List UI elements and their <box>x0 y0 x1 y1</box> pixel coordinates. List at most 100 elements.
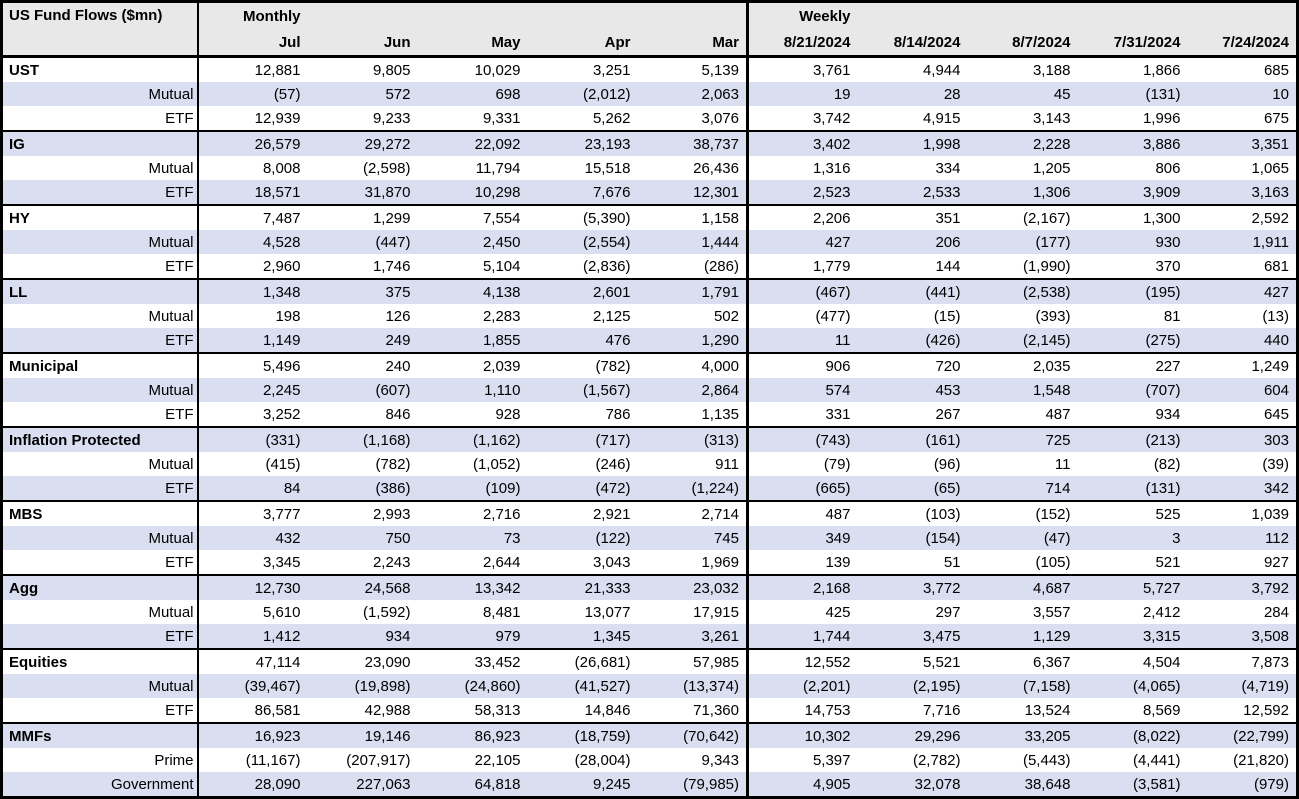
value-cell: (22,799) <box>1187 722 1298 748</box>
group-row-ust: UST 12,881 9,805 10,029 3,251 5,139 3,761 4,944… <box>1 55 1298 82</box>
value-cell: 1,316 <box>746 156 858 180</box>
value-cell: (103) <box>857 500 968 526</box>
value-cell: 425 <box>746 600 858 624</box>
value-cell: (782) <box>527 352 638 378</box>
value-cell: (1,162) <box>417 426 528 452</box>
sub-row-agg-mutual: Mutual 5,610 (1,592) 8,481 13,077 17,915 425 29… <box>1 600 1298 624</box>
value-cell: 12,592 <box>1243 701 1289 719</box>
value-cell: (1,567) <box>527 378 638 402</box>
value-cell: 14,753 <box>746 698 858 723</box>
value-cell: 29,296 <box>857 722 968 748</box>
value-cell: 3,508 <box>1187 624 1298 649</box>
value-cell: 86,581 <box>254 701 301 719</box>
value-cell: 1,149 <box>197 328 308 353</box>
value-cell: 1,969 <box>701 553 739 571</box>
value-cell: 375 <box>307 278 418 304</box>
sub-row-mbs-etf: ETF 3,345 2,243 2,644 3,043 1,969 139 51 (105) 52… <box>1 550 1298 575</box>
value-cell: 1,039 <box>1187 500 1298 526</box>
value-cell: (477) <box>746 304 858 328</box>
value-cell: 86,923 <box>417 722 528 748</box>
column-header-may: May <box>417 29 528 58</box>
column-header-jun: Jun <box>307 29 418 58</box>
value-cell: (313) <box>637 426 748 452</box>
sub-row-label: Mutual <box>1 378 199 402</box>
value-cell: (782) <box>375 455 411 473</box>
sub-row-label: Mutual <box>1 526 199 550</box>
value-cell: 3,475 <box>857 624 968 649</box>
value-cell: 227,063 <box>307 772 418 798</box>
value-cell: 33,452 <box>417 648 528 674</box>
value-cell: (3,581) <box>1077 772 1188 798</box>
value-cell: 1,412 <box>197 624 308 649</box>
value-cell: 4,905 <box>746 772 858 798</box>
value-cell: 3,252 <box>262 405 301 423</box>
value-cell: (7,158) <box>967 674 1078 698</box>
value-cell: 2,412 <box>1142 603 1181 621</box>
sub-row-equities-mutual: Mutual (39,467) (19,898) (24,860) (41,527) (1… <box>1 674 1298 698</box>
value-cell: 1,306 <box>967 180 1078 205</box>
value-cell: 1,791 <box>637 278 748 304</box>
value-cell: (4,719) <box>1187 674 1298 698</box>
section-label-weekly: Weekly <box>746 1 858 29</box>
group-row-hy: HY 7,487 1,299 7,554 (5,390) 1,158 2,206 351 (2,… <box>1 204 1298 230</box>
value-cell: 4,915 <box>922 109 961 127</box>
value-cell: (82) <box>1153 455 1181 473</box>
value-cell: 2,168 <box>746 574 858 600</box>
value-cell: 3,143 <box>1032 109 1071 127</box>
value-cell: 22,092 <box>417 130 528 156</box>
value-cell: 5,262 <box>592 109 631 127</box>
value-cell: (18,759) <box>527 722 638 748</box>
value-cell: 3,777 <box>197 500 308 526</box>
sub-row-label: Mutual <box>1 82 199 106</box>
value-cell: 2,206 <box>746 204 858 230</box>
sub-row-agg-etf: ETF 1,412 934 979 1,345 3,261 1,744 3,475 1,129 3… <box>1 624 1298 649</box>
value-cell: 5,397 <box>746 748 858 772</box>
value-cell: (57) <box>197 82 308 106</box>
value-cell: 487 <box>1045 405 1071 423</box>
table-body: UST 12,881 9,805 10,029 3,251 5,139 3,761 4,944… <box>1 55 1298 798</box>
value-cell: 681 <box>1263 257 1289 275</box>
group-label: Equities <box>1 648 199 674</box>
sub-row-municipal-etf: ETF 3,252 846 928 786 1,135 331 267 487 934 645 <box>1 402 1298 427</box>
value-cell: 9,233 <box>372 109 411 127</box>
header-spacer <box>527 1 638 29</box>
group-row-mmfs: MMFs 16,923 19,146 86,923 (18,759) (70,642) 10… <box>1 722 1298 748</box>
value-cell: 81 <box>1163 307 1181 325</box>
value-cell: 1,065 <box>1251 159 1289 177</box>
value-cell: 3,772 <box>857 574 968 600</box>
table-header: US Fund Flows ($mn) Monthly Weekly Jul Ju… <box>1 1 1298 58</box>
sub-row-label: Mutual <box>1 156 199 180</box>
sub-row-label: Mutual <box>1 452 199 476</box>
value-cell: 1,129 <box>967 624 1078 649</box>
column-header-8-21-2024: 8/21/2024 <box>746 29 858 58</box>
value-cell: (1,224) <box>637 476 748 501</box>
group-label: Agg <box>1 574 199 600</box>
value-cell: 11 <box>746 328 858 353</box>
value-cell: 3,188 <box>967 55 1078 82</box>
value-cell: 1,746 <box>372 257 411 275</box>
value-cell: (472) <box>527 476 638 501</box>
sub-row-ll-etf: ETF 1,149 249 1,855 476 1,290 11 (426) (2,145) (2… <box>1 328 1298 353</box>
value-cell: 45 <box>967 82 1078 106</box>
value-cell: 21,333 <box>527 574 638 600</box>
value-cell: (105) <box>1035 553 1071 571</box>
value-cell: (1,168) <box>307 426 418 452</box>
value-cell: 8,569 <box>1142 701 1181 719</box>
value-cell: (39,467) <box>197 674 308 698</box>
value-cell: 1,300 <box>1077 204 1188 230</box>
value-cell: 14,846 <box>584 701 631 719</box>
value-cell: (2,538) <box>967 278 1078 304</box>
value-cell: 6,367 <box>967 648 1078 674</box>
value-cell: (122) <box>527 526 638 550</box>
value-cell: 521 <box>1155 553 1181 571</box>
value-cell: 3,792 <box>1187 574 1298 600</box>
value-cell: 698 <box>417 82 528 106</box>
value-cell: 9,331 <box>482 109 521 127</box>
value-cell: 7,676 <box>527 180 638 205</box>
value-cell: 71,360 <box>693 701 739 719</box>
sub-row-ll-mutual: Mutual 198 126 2,283 2,125 502 (477) (15) (393) 8… <box>1 304 1298 328</box>
value-cell: (207,917) <box>346 751 411 769</box>
value-cell: 1,249 <box>1187 352 1298 378</box>
value-cell: 2,921 <box>527 500 638 526</box>
value-cell: 7,716 <box>922 701 961 719</box>
